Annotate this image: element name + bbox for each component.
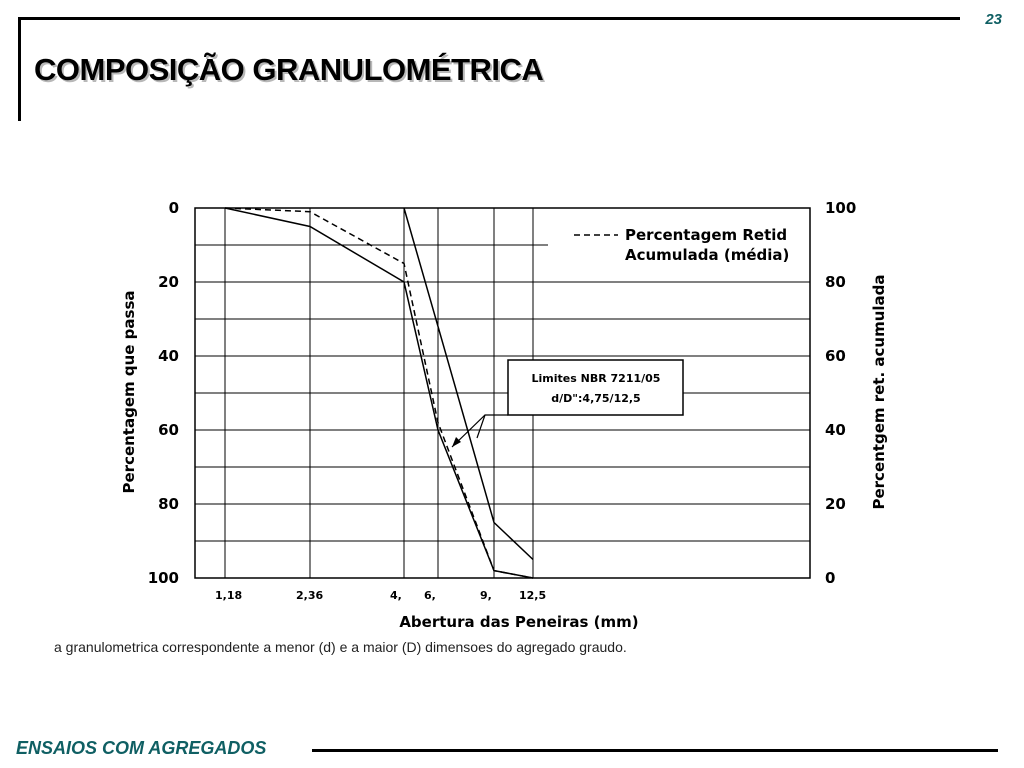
limits-annotation: Limites NBR 7211/05 d/D":4,75/12,5 xyxy=(451,359,684,448)
page-number: 23 xyxy=(985,11,1002,28)
annotation-arrowhead xyxy=(452,437,461,447)
x-tick-label: 6, xyxy=(424,589,436,602)
series-line-3 xyxy=(224,207,534,579)
top-rule xyxy=(20,17,960,20)
x-tick-label: 1,18 xyxy=(215,589,242,602)
footer-rule xyxy=(312,749,998,752)
chart-grid xyxy=(195,208,810,578)
right-tick-label: 20 xyxy=(825,495,846,513)
series-line-1 xyxy=(224,207,534,579)
left-tick-label: 80 xyxy=(158,495,179,513)
caption-text: a granulometrica correspondente a menor … xyxy=(54,639,627,655)
left-tick-label: 100 xyxy=(148,569,179,587)
right-tick-label: 0 xyxy=(825,569,835,587)
x-axis-label: Abertura das Peneiras (mm) xyxy=(399,613,638,631)
footer-text: ENSAIOS COM AGREGADOS xyxy=(16,738,267,758)
legend-entry-1: Percentagem Retid xyxy=(625,226,787,244)
left-rule xyxy=(18,17,21,121)
left-axis-label: Percentagem que passa xyxy=(120,290,138,493)
right-tick-label: 80 xyxy=(825,273,846,291)
right-tick-label: 40 xyxy=(825,421,846,439)
annotation-box xyxy=(507,359,684,416)
left-tick-label: 60 xyxy=(158,421,179,439)
chart-ticks: 1,18 2,36 4, 6, 9, 12,5 0 20 40 60 80 100 100 80 60 40 2… xyxy=(148,199,857,602)
left-tick-label: 40 xyxy=(158,347,179,365)
x-tick-label: 12,5 xyxy=(519,589,546,602)
left-tick-label: 20 xyxy=(158,273,179,291)
right-tick-label: 100 xyxy=(825,199,856,217)
chart-legend: Percentagem Retid Acumulada (média) xyxy=(574,226,789,264)
annotation-line-2: d/D":4,75/12,5 xyxy=(551,392,640,405)
annotation-line-1: Limites NBR 7211/05 xyxy=(532,372,661,385)
x-tick-label: 9, xyxy=(480,589,492,602)
x-tick-label: 2,36 xyxy=(296,589,323,602)
slide-title: COMPOSIÇÃO GRANULOMÉTRICA xyxy=(34,52,544,87)
left-tick-label: 0 xyxy=(169,199,179,217)
plot-frame xyxy=(194,207,811,579)
annotation-leader-2 xyxy=(476,414,486,439)
x-tick-label: 4, xyxy=(390,589,402,602)
legend-entry-2: Acumulada (média) xyxy=(625,246,789,264)
series-line-2 xyxy=(403,207,534,561)
right-tick-label: 60 xyxy=(825,347,846,365)
chart-series xyxy=(224,207,534,579)
right-axis-label: Percentgem ret. acumulada xyxy=(870,274,888,509)
